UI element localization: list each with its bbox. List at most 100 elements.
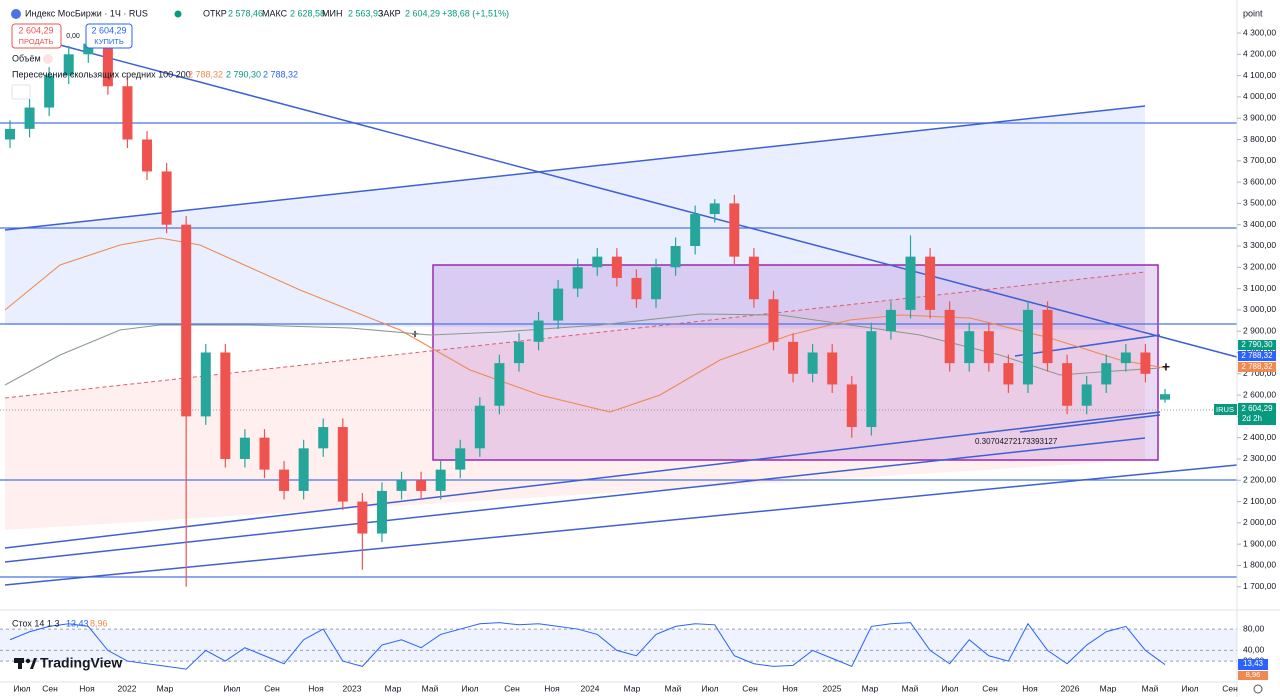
y-tick-label: 2 900,00 [1243, 325, 1276, 335]
ma-value: 2 790,30 [226, 69, 261, 79]
y-tick-label: 4 100,00 [1243, 70, 1276, 80]
candle-body [337, 427, 348, 502]
y-tick-label: 3 900,00 [1243, 112, 1276, 122]
y-tick-label: 4 200,00 [1243, 49, 1276, 59]
x-tick-label: Ноя [782, 683, 798, 693]
candle-body [455, 448, 466, 470]
candle-body [651, 267, 662, 300]
sell-price[interactable]: 2 604,29 [18, 25, 53, 35]
candle-body [24, 107, 35, 129]
candle-body [474, 405, 485, 449]
cross-marker: + [1162, 359, 1170, 375]
candle-body [161, 171, 172, 225]
dashed-line [4, 271, 1146, 399]
candle-body [239, 437, 250, 459]
y-tick-label: 2 600,00 [1243, 389, 1276, 399]
candle-body [200, 352, 211, 417]
change: +38,68 (+1,51%) [442, 8, 509, 18]
buy-button[interactable] [85, 23, 133, 49]
ma-value: 2 788,32 [188, 69, 223, 79]
ohlc-value: 2 604,29 [405, 8, 440, 18]
ohlc-label: ЗАКР [378, 8, 401, 18]
candle-body [748, 256, 759, 300]
candle-body [827, 352, 838, 385]
y-tick-label: 4 000,00 [1243, 91, 1276, 101]
symbol-badge [1214, 404, 1237, 415]
sell-button[interactable] [11, 23, 62, 49]
x-tick-label: Мар [157, 683, 174, 693]
logo-text: TradingView [40, 655, 122, 671]
x-tick-label: 2024 [581, 683, 600, 693]
y-tick-label: 3 000,00 [1243, 304, 1276, 314]
warning-icon [43, 54, 53, 64]
x-tick-label: Сен [982, 683, 998, 693]
candle-body [925, 256, 936, 310]
candle-body [611, 256, 622, 278]
x-tick-label: Сен [1222, 683, 1238, 693]
candle-body [63, 54, 74, 76]
stoch-band [0, 629, 1237, 661]
stoch-badge [1238, 671, 1268, 680]
x-tick-label: Сен [742, 683, 758, 693]
x-tick-label: Ноя [1022, 683, 1038, 693]
x-tick-label: Мар [624, 683, 641, 693]
candle-body [83, 43, 94, 55]
trend-lines [4, 44, 1238, 586]
candle-body [1160, 394, 1170, 400]
ohlc-value: 2 578,46 [228, 8, 263, 18]
stoch-k: 13,43 [66, 618, 89, 628]
price-badge [1238, 340, 1276, 350]
buy-price[interactable]: 2 604,29 [91, 25, 126, 35]
y-tick-label: 2 200,00 [1243, 475, 1276, 485]
settings-icon[interactable] [1253, 684, 1263, 694]
x-tick-label: Сен [264, 683, 280, 693]
sell-label[interactable]: ПРОДАТЬ [19, 37, 54, 46]
ohlc-value: 2 563,93 [348, 8, 383, 18]
candle-body [181, 224, 192, 417]
symbol-title: Индекс МосБиржи · 1Ч · RUS [25, 8, 148, 18]
ohlc-label: МИН [322, 8, 342, 18]
candle-body [279, 469, 290, 491]
candle-body [1081, 384, 1092, 406]
candle-body [142, 139, 153, 172]
price-badge-text: 2 790,30 [1241, 340, 1273, 349]
ohlc-label: ОТКР [203, 8, 227, 18]
ma-label: Пересечение скользящих средних 100 200 [12, 69, 191, 79]
candle-body [885, 309, 896, 332]
candle-body [376, 490, 387, 534]
last-price-badge [1238, 403, 1276, 425]
candle-body [592, 256, 603, 268]
candle-body [983, 331, 994, 364]
candle-body [357, 501, 368, 534]
y-tick-label: 3 400,00 [1243, 219, 1276, 229]
channel-fill [5, 272, 1145, 530]
candle-body [102, 43, 113, 87]
buy-label[interactable]: КУПИТЬ [94, 37, 124, 46]
collapse-button[interactable] [11, 84, 31, 100]
x-tick-label: Май [902, 683, 919, 693]
candle-body [729, 203, 740, 257]
x-tick-label: Июл [461, 683, 478, 693]
candle-body [1120, 352, 1131, 364]
y-tick-label: 3 800,00 [1243, 134, 1276, 144]
moving-average [4, 313, 1161, 386]
y-tick-label: 2 000,00 [1243, 517, 1276, 527]
candle-body [964, 331, 975, 364]
candle-body [670, 245, 681, 268]
stoch-line [9, 622, 1166, 670]
x-tick-label: Май [1142, 683, 1159, 693]
y-tick-label: 3 100,00 [1243, 283, 1276, 293]
stoch-badge-text: 8,96 [1246, 670, 1261, 679]
y-tick-label: 2 400,00 [1243, 432, 1276, 442]
candle-body [435, 469, 446, 491]
last-price: 2 604,29 [1241, 404, 1273, 413]
candle-body [807, 352, 818, 374]
y-tick-label: 2 700,00 [1243, 368, 1276, 378]
y-tick-label: 40,00 [1243, 645, 1265, 655]
candle-body [1101, 363, 1112, 385]
x-tick-label: 2023 [343, 683, 362, 693]
x-tick-label: Июл [223, 683, 240, 693]
stoch-d: 8,96 [90, 618, 108, 628]
candle-body [1140, 352, 1151, 374]
candle-body [1042, 309, 1053, 364]
